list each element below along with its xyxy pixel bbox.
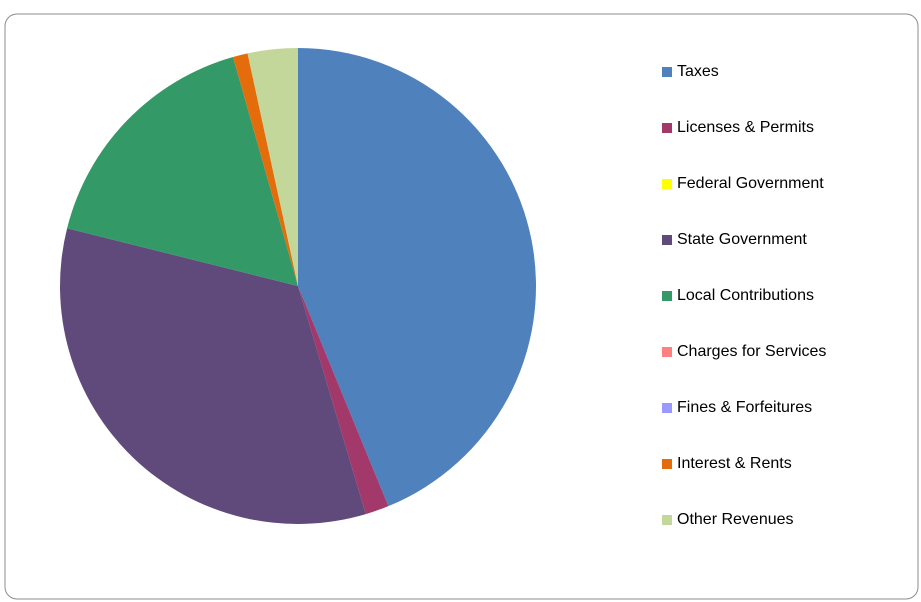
legend-swatch bbox=[662, 291, 672, 301]
legend-label: Interest & Rents bbox=[677, 455, 792, 472]
legend-label: Other Revenues bbox=[677, 511, 794, 528]
legend-swatch bbox=[662, 403, 672, 413]
legend-label: Charges for Services bbox=[677, 343, 826, 360]
pie-slice bbox=[67, 57, 299, 286]
pie-slice bbox=[298, 48, 537, 507]
pie-slice bbox=[59, 228, 366, 524]
legend-swatch bbox=[662, 179, 672, 189]
legend-swatch bbox=[662, 235, 672, 245]
legend-swatch bbox=[662, 459, 672, 469]
legend-swatch bbox=[662, 347, 672, 357]
legend-label: Fines & Forfeitures bbox=[677, 399, 812, 416]
legend-label: Federal Government bbox=[677, 175, 824, 192]
pie-slice bbox=[247, 48, 298, 286]
legend-label: State Government bbox=[677, 231, 807, 248]
legend-label: Taxes bbox=[677, 63, 719, 80]
legend-label: Local Contributions bbox=[677, 287, 814, 304]
pie-slice bbox=[298, 286, 389, 515]
legend-swatch bbox=[662, 123, 672, 133]
legend-swatch bbox=[662, 515, 672, 525]
legend-swatch bbox=[662, 67, 672, 77]
pie-slice bbox=[233, 53, 298, 286]
legend-label: Licenses & Permits bbox=[677, 119, 814, 136]
